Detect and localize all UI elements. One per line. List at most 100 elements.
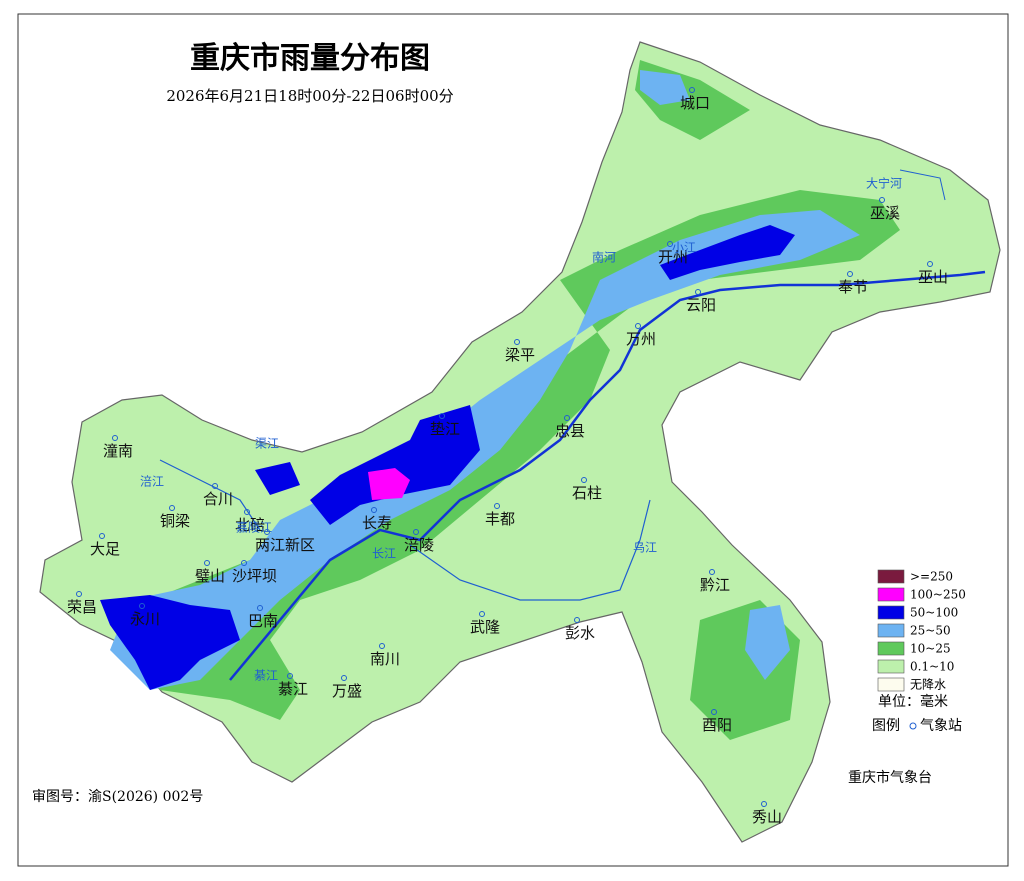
place-label: 合川 — [203, 490, 233, 508]
place-label: 潼南 — [103, 442, 133, 460]
legend-swatch — [877, 569, 905, 584]
station — [139, 603, 145, 609]
station-label: 气象站 — [920, 718, 962, 734]
station — [379, 643, 385, 649]
unit: 单位：毫米 — [878, 693, 948, 710]
map-body — [39, 41, 1001, 843]
legend-label: >=250 — [910, 570, 953, 584]
river-label: 渠江 — [255, 437, 279, 451]
station — [169, 505, 175, 511]
station — [514, 339, 520, 345]
river-label: 嘉陵江 — [236, 521, 272, 535]
place-label: 城口 — [680, 94, 710, 112]
legend-label: 100~250 — [910, 588, 966, 602]
place-label: 彭水 — [565, 624, 595, 642]
place-label: 武隆 — [470, 618, 500, 636]
place-label: 石柱 — [572, 484, 602, 502]
station — [689, 87, 695, 93]
place-label: 巫山 — [918, 268, 948, 286]
station — [264, 529, 270, 535]
legend-swatch — [877, 587, 905, 602]
station — [112, 435, 118, 441]
legend-swatch — [877, 659, 905, 674]
place-label: 万州 — [626, 330, 656, 348]
place-label: 酉阳 — [702, 716, 732, 734]
place-label: 忠县 — [555, 422, 585, 440]
place-label: 垫江 — [430, 420, 460, 438]
legend-label: 无降水 — [910, 678, 946, 692]
legend-swatch — [877, 605, 905, 620]
legend-label: 50~100 — [910, 606, 958, 620]
station — [581, 477, 587, 483]
station — [564, 415, 570, 421]
river-label: 綦江 — [254, 669, 278, 683]
place-label: 荣昌 — [67, 598, 97, 616]
place-label: 万盛 — [332, 682, 362, 700]
legend-label: 10~25 — [910, 642, 951, 656]
place-label: 黔江 — [700, 576, 730, 594]
station — [761, 801, 767, 807]
place-label: 沙坪坝 — [232, 567, 277, 585]
title: 重庆市雨量分布图 — [190, 41, 430, 76]
place-label: 綦江 — [278, 680, 308, 698]
credit: 重庆市气象台 — [848, 769, 932, 786]
station — [341, 675, 347, 681]
place-label: 南川 — [370, 650, 400, 668]
station — [241, 560, 247, 566]
place-label: 铜梁 — [160, 512, 190, 530]
station — [635, 323, 641, 329]
place-label: 永川 — [130, 610, 160, 628]
legend-label: 0.1~10 — [910, 660, 954, 674]
station — [371, 507, 377, 513]
station — [695, 289, 701, 295]
river-label: 大宁河 — [866, 176, 902, 191]
station — [413, 529, 419, 535]
river-label: 长江 — [372, 547, 396, 561]
symbol-title: 图例 — [872, 718, 900, 734]
station — [287, 673, 293, 679]
place-label: 云阳 — [686, 296, 716, 314]
station — [494, 503, 500, 509]
legend-swatch — [877, 623, 905, 638]
station — [479, 611, 485, 617]
place-label: 长寿 — [362, 514, 392, 532]
station — [76, 591, 82, 597]
river-label: 小江 — [672, 241, 696, 255]
station — [711, 709, 717, 715]
station — [99, 533, 105, 539]
legend: >=250 100~250 50~100 25~50 10~25 0.1~10 无降水 — [877, 569, 966, 692]
station — [257, 605, 263, 611]
river-label: 乌江 — [633, 540, 657, 555]
place-label: 涪陵 — [404, 536, 434, 554]
subtitle: 2026年6月21日18时00分-22日06时00分 — [166, 87, 453, 105]
station — [879, 197, 885, 203]
station-symbol — [909, 722, 917, 730]
place-label: 奉节 — [838, 278, 868, 296]
legend-swatch — [877, 641, 905, 656]
station — [847, 271, 853, 277]
river-label: 涪江 — [140, 474, 164, 489]
station — [709, 569, 715, 575]
place-label: 开州 — [658, 248, 688, 266]
place-label: 秀山 — [752, 808, 782, 826]
place-label: 北碚 — [235, 516, 265, 534]
station — [927, 261, 933, 267]
place-label: 大足 — [90, 540, 120, 558]
station — [204, 560, 210, 566]
place-label: 璧山 — [195, 567, 225, 585]
place-label: 丰都 — [485, 510, 515, 528]
legend-label: 25~50 — [910, 624, 951, 638]
station — [667, 241, 673, 247]
place-label: 巫溪 — [870, 204, 900, 222]
place-label: 两江新区 — [255, 536, 315, 554]
station — [574, 617, 580, 623]
station — [212, 483, 218, 489]
river-label: 南河 — [592, 250, 616, 265]
legend-swatch — [877, 677, 905, 692]
station — [439, 413, 445, 419]
approval: 审图号：渝S(2026) 002号 — [32, 789, 203, 805]
place-label: 梁平 — [505, 346, 535, 364]
